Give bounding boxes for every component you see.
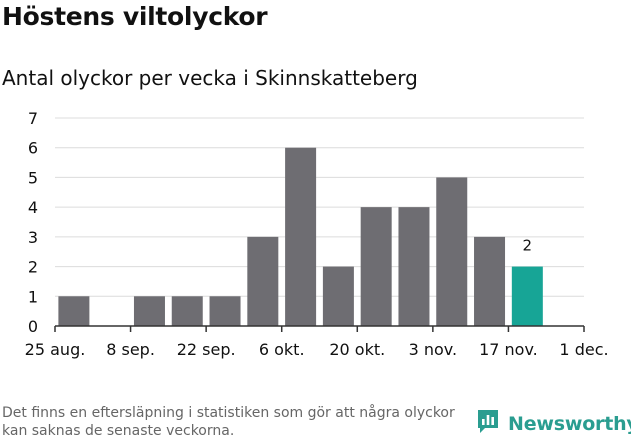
footnote: Det finns en eftersläpning i statistiken…	[2, 405, 455, 439]
bar	[436, 177, 468, 326]
brand-name: Newsworthy	[508, 413, 631, 435]
brand[interactable]: Newsworthy	[476, 408, 631, 440]
newsworthy-logo-icon	[476, 408, 500, 440]
x-tick-label: 22 sep.	[177, 340, 236, 359]
bar	[398, 207, 430, 326]
bar-chart: 0 1 2 3 4 5 6 7 2 25 aug. 8 sep. 22 sep. 6 okt. 20 ok…	[25, 109, 609, 359]
bar	[247, 236, 279, 326]
y-tick-label: 3	[28, 228, 38, 247]
y-tick-label: 6	[28, 139, 38, 158]
data-label: 2	[523, 237, 533, 255]
bar	[171, 296, 203, 326]
chart-title: Höstens viltolyckor	[2, 2, 268, 31]
bar	[360, 207, 392, 326]
bar	[474, 236, 506, 326]
y-tick-label: 5	[28, 168, 38, 187]
x-tick-label: 17 nov.	[479, 340, 538, 359]
bar	[322, 266, 354, 326]
x-tick-label: 25 aug.	[25, 340, 86, 359]
x-tick-label: 8 sep.	[106, 340, 155, 359]
y-tick-label: 4	[28, 198, 38, 217]
y-tick-label: 0	[28, 317, 38, 336]
bar	[58, 296, 90, 326]
bar	[511, 266, 543, 326]
y-tick-label: 1	[28, 287, 38, 306]
x-tick-label: 6 okt.	[259, 340, 305, 359]
y-tick-label: 2	[28, 258, 38, 277]
bar	[285, 147, 317, 326]
y-tick-label: 7	[28, 109, 38, 128]
x-tick-label: 20 okt.	[329, 340, 385, 359]
bar	[209, 296, 241, 326]
x-tick-label: 3 nov.	[409, 340, 458, 359]
x-tick-label: 1 dec.	[559, 340, 608, 359]
chart-subtitle: Antal olyckor per vecka i Skinnskatteber…	[2, 66, 418, 90]
bar	[133, 296, 165, 326]
